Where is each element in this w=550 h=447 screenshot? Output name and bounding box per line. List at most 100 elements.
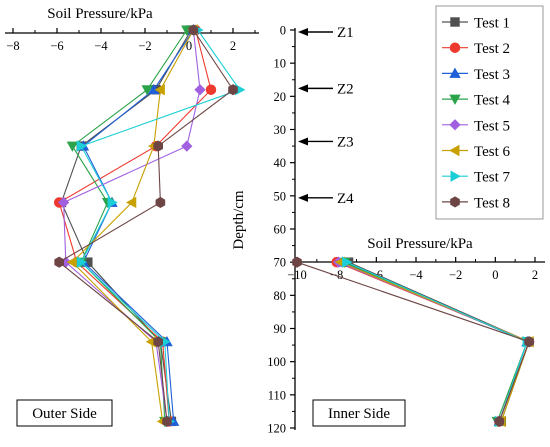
inner-x-axis: −10 −8 −6 −4 −2 0 2 [287, 257, 545, 282]
depth-tick-label: 30 [274, 123, 287, 137]
outer-side-label: Outer Side [32, 406, 97, 422]
legend-marker [449, 144, 460, 157]
outer-data-point [188, 24, 199, 36]
legend-marker [450, 196, 460, 208]
outer-data-point [181, 140, 193, 152]
outer-x-tick-label: 0 [186, 39, 192, 53]
outer-series-8 [54, 24, 238, 427]
depth-marker-label: Z1 [337, 25, 354, 41]
depth-marker-label: Z4 [337, 191, 354, 207]
inner-series-line [340, 261, 530, 422]
inner-axis-title: Soil Pressure/kPa [367, 236, 473, 252]
outer-x-tick-label: 2 [230, 39, 236, 53]
depth-axis: 0 10 20 30 40 50 60 70 80 90 100 110 120 [267, 24, 296, 436]
legend-label: Test 7 [474, 170, 511, 186]
outer-side-box [16, 399, 113, 427]
inner-data-point [292, 256, 302, 268]
legend-marker [449, 119, 461, 131]
depth-tick-label: 0 [280, 24, 286, 38]
legend-label: Test 1 [474, 16, 510, 32]
outer-x-axis: −8 −6 −4 −2 0 2 [5, 28, 259, 53]
legend: Test 1 Test 2 Test 3 Test 4 Test 5 Test 6 Test… [435, 5, 544, 220]
outer-series-line [71, 29, 188, 422]
inner-x-tick-label: −10 [287, 268, 307, 282]
outer-data-point [141, 85, 153, 96]
depth-tick-label: 40 [274, 156, 287, 170]
outer-data-point [154, 83, 165, 96]
outer-series-1 [56, 25, 196, 427]
depth-tick-label: 60 [274, 223, 287, 237]
outer-series-2 [53, 24, 217, 427]
inner-x-tick-label: 0 [492, 268, 498, 282]
inner-x-tick-label: −4 [409, 268, 423, 282]
outer-x-tick-label: −4 [94, 39, 108, 53]
outer-series-line [60, 29, 192, 422]
inner-data-point [494, 415, 505, 427]
outer-series-line [63, 29, 201, 422]
outer-data-point [66, 141, 79, 152]
depth-tick-label: 120 [267, 422, 286, 436]
inner-series-8 [292, 256, 534, 427]
inner-data-point [342, 256, 353, 268]
outer-x-tick-label: −2 [138, 39, 151, 53]
inner-data-point [524, 336, 534, 348]
legend-marker [449, 94, 461, 105]
depth-marker-arrowhead [298, 28, 308, 36]
outer-x-tick-label: −6 [50, 39, 63, 53]
outer-data-point [76, 256, 88, 268]
outer-series-line [58, 29, 212, 422]
legend-frame [435, 5, 544, 220]
depth-tick-label: 20 [274, 90, 287, 104]
legend-label: Test 2 [474, 41, 510, 57]
outer-data-point [228, 84, 238, 96]
depth-marker-label: Z2 [337, 81, 354, 97]
inner-series-line [348, 261, 530, 422]
outer-series-6 [66, 24, 198, 428]
depth-marker-arrowhead [298, 137, 308, 146]
legend-marker [449, 67, 461, 78]
inner-x-tick-label: −8 [330, 268, 343, 282]
legend-marker [450, 170, 461, 182]
legend-marker [450, 17, 460, 27]
legend-marker [449, 42, 461, 53]
outer-data-point [57, 196, 70, 209]
outer-data-point [76, 140, 88, 152]
outer-data-point [107, 196, 118, 209]
outer-data-point [125, 196, 137, 209]
inner-series-line [342, 261, 528, 422]
depth-tick-label: 10 [274, 57, 287, 71]
inner-side-label: Inner Side [328, 406, 390, 422]
legend-label: Test 8 [474, 195, 510, 211]
inner-series-line [296, 261, 530, 422]
legend-label: Test 4 [474, 93, 511, 109]
outer-series-line [71, 29, 194, 422]
outer-series-4 [66, 25, 193, 428]
legend-label: Test 5 [474, 118, 510, 134]
legend-label: Test 6 [474, 144, 511, 160]
inner-series-line [344, 261, 528, 422]
inner-x-tick-label: 2 [532, 268, 538, 282]
outer-series-5 [57, 24, 206, 427]
legend-label: Test 3 [474, 67, 510, 83]
depth-tick-label: 80 [274, 289, 287, 303]
outer-axis-title: Soil Pressure/kPa [47, 6, 153, 22]
outer-data-point [54, 256, 65, 268]
outer-data-point [194, 84, 206, 96]
inner-x-tick-label: −2 [449, 268, 462, 282]
inner-series-group [292, 256, 535, 428]
inner-series-line [346, 261, 528, 422]
depth-tick-label: 100 [267, 355, 286, 369]
outer-data-point [153, 140, 163, 152]
outer-data-point [205, 84, 217, 95]
depth-marker-arrowhead [298, 193, 308, 202]
depth-tick-label: 90 [274, 322, 287, 336]
depth-marker-arrowhead [298, 84, 308, 93]
depth-axis-label: Depth/cm [231, 190, 247, 249]
depth-tick-label: 110 [268, 388, 286, 402]
inner-side-box [312, 399, 406, 427]
side-labels: Outer Side Inner Side [16, 399, 406, 427]
depth-marker-label: Z3 [337, 134, 354, 150]
outer-data-point [66, 256, 77, 268]
